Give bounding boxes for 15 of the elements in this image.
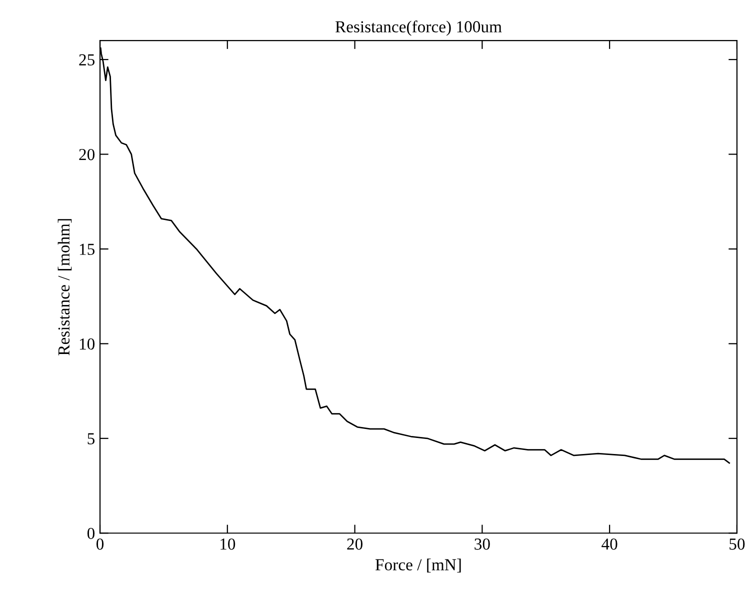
x-tick-label: 20 (347, 538, 362, 550)
x-tick-label: 30 (474, 538, 490, 550)
chart-title: Resistance(force) 100um (335, 20, 502, 36)
x-tick-label: 50 (730, 538, 745, 550)
x-tick-label: 40 (602, 538, 618, 550)
y-tick-label: 10 (80, 338, 95, 350)
x-axis-title: Force / [mN] (375, 558, 461, 572)
x-tick-label: 10 (220, 538, 236, 550)
y-tick-label: 20 (79, 148, 95, 160)
y-tick-label: 5 (88, 433, 95, 444)
x-tick-label: 0 (96, 538, 104, 550)
y-tick-label: 0 (87, 528, 95, 540)
y-tick-label: 15 (80, 244, 95, 255)
y-tick-label: 25 (79, 54, 95, 66)
y-axis-title: Resistance / [mohm] (58, 219, 72, 356)
